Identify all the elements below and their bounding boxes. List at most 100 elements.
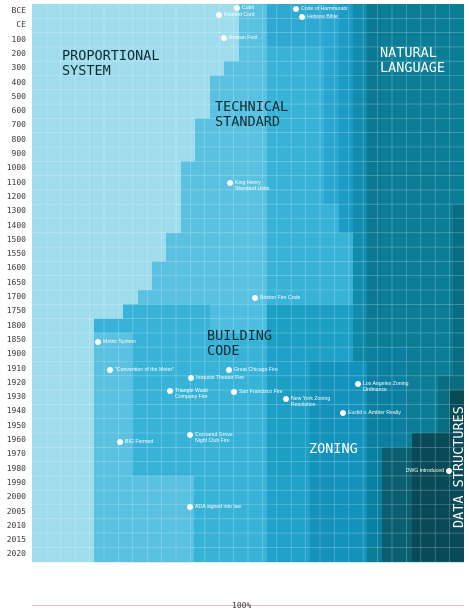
event-label: Code of Hammurabi: [301, 6, 348, 12]
band-shade: [382, 447, 412, 562]
band-cell-proportional: [32, 104, 210, 119]
year-label: 1940: [6, 406, 26, 416]
event-label: ADA signed into law: [195, 504, 242, 510]
band-cell-natural: [367, 332, 464, 348]
band-shade: [339, 4, 353, 233]
band-label-technical: TECHNICAL STANDARD: [215, 99, 289, 130]
event-label: BIG Formed: [125, 439, 154, 445]
band-cell-proportional: [32, 275, 152, 291]
event-dot: [283, 396, 289, 402]
band-cell-natural: [367, 247, 464, 262]
band-cell-building: [132, 347, 267, 362]
band-cell-proportional: [32, 61, 224, 76]
year-label: 1950: [6, 420, 26, 430]
band-cell-building: [267, 247, 353, 262]
year-label: 500: [11, 91, 26, 101]
band-cell-building: [132, 375, 267, 391]
band-cell-proportional: [32, 518, 94, 534]
band-cell-proportional: [32, 232, 166, 248]
band-cell-building: [267, 290, 353, 305]
event-label: Knotted Cord: [224, 12, 255, 18]
event-dot: [293, 6, 299, 12]
event-dot: [187, 432, 193, 438]
band-cell-natural: [367, 204, 464, 219]
band-cell-building: [132, 461, 267, 477]
band-shade: [94, 332, 132, 476]
band-cell-deep: [353, 347, 367, 362]
year-label: 700: [11, 120, 26, 130]
year-label: 1750: [6, 306, 26, 316]
band-cell-natural: [367, 218, 464, 234]
year-label: 2005: [6, 506, 26, 516]
band-cell-proportional: [32, 4, 239, 19]
event-label: King Henry Standard Units: [235, 180, 270, 192]
band-cell-proportional: [32, 18, 239, 34]
band-cell-proportional: [32, 375, 94, 391]
year-label: 1300: [6, 206, 26, 216]
year-label: 1650: [6, 277, 26, 287]
event-label: DWG introduced: [405, 468, 444, 474]
band-cell-building: [132, 433, 267, 448]
event-label: Los Angeles Zoning Ordinance: [363, 381, 409, 393]
year-label: 100: [11, 34, 26, 44]
event-label: "Convention of the Meter": [115, 367, 175, 373]
band-shade: [239, 4, 267, 319]
event-dot: [355, 381, 361, 387]
year-label: 1700: [6, 292, 26, 301]
band-cell-deep: [353, 332, 367, 348]
band-cell-proportional: [32, 261, 152, 277]
band-cell-natural: [367, 304, 464, 320]
stacked-area-grid: [32, 4, 464, 595]
year-label: 1850: [6, 334, 26, 344]
year-label: 1910: [6, 363, 26, 373]
band-cell-natural: [367, 290, 464, 305]
band-shade: [367, 4, 381, 319]
band-cell-proportional: [32, 318, 94, 334]
year-label: 2015: [6, 535, 26, 545]
band-cell-proportional: [32, 447, 94, 463]
event-dot: [167, 388, 173, 394]
event-dot: [187, 504, 193, 510]
event-label: Roman Foot: [229, 35, 258, 41]
year-label: 1960: [6, 435, 26, 444]
band-cell-proportional: [32, 32, 239, 48]
event-label: Euclid v. Ambler Realty: [348, 410, 401, 416]
band-label-building: BUILDING CODE: [207, 328, 273, 359]
band-cell-proportional: [32, 89, 210, 105]
band-cell-proportional: [32, 418, 94, 434]
band-shade: [210, 304, 267, 333]
event-label: Cubit: [242, 5, 255, 11]
band-cell-proportional: [32, 547, 94, 563]
band-cell-building: [267, 204, 353, 219]
year-label: 2000: [6, 492, 26, 502]
band-cell-technical: [152, 275, 267, 291]
year-label: 1990: [6, 477, 26, 487]
band-cell-building: [132, 404, 267, 420]
band-shade: [267, 475, 310, 562]
event-dot: [188, 375, 194, 381]
band-shade: [453, 204, 464, 376]
band-cell-proportional: [32, 332, 94, 348]
year-label: 2010: [6, 520, 26, 530]
band-cell-proportional: [32, 533, 94, 548]
band-cell-natural: [367, 318, 464, 334]
band-cell-proportional: [32, 290, 138, 305]
band-shade: [310, 361, 367, 562]
event-dot: [231, 389, 237, 395]
band-cell-proportional: [32, 218, 181, 234]
event-dot: [340, 410, 346, 416]
band-label-proportional: PROPORTIONAL SYSTEM: [62, 48, 160, 79]
year-label: 1970: [6, 449, 26, 459]
event-dot: [95, 339, 101, 345]
year-label: 1980: [6, 463, 26, 473]
event-dot: [234, 5, 240, 11]
year-label: 900: [11, 149, 26, 158]
event-label: Triangle Waist Company Fire: [175, 388, 208, 400]
year-label: 1930: [6, 392, 26, 402]
year-label: 1800: [6, 320, 26, 330]
band-shade: [94, 475, 194, 562]
event-dot: [226, 367, 232, 373]
event-dot: [252, 295, 258, 301]
band-cell-proportional: [32, 390, 94, 405]
